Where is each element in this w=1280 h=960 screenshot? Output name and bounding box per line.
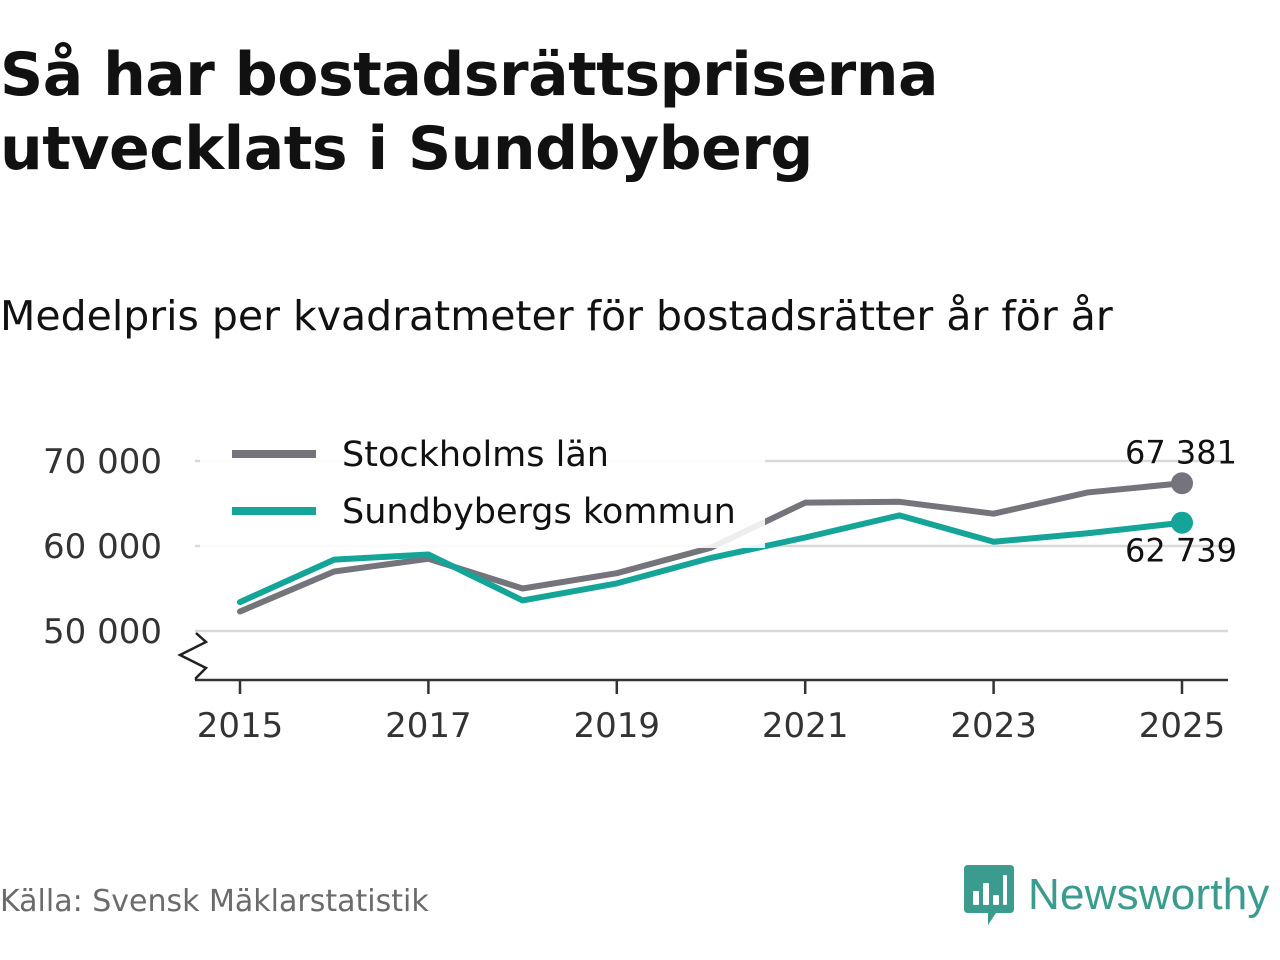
x-tick-label: 2021: [762, 706, 849, 746]
x-tick-label: 2025: [1139, 706, 1226, 746]
source-note: Källa: Svensk Mäklarstatistik: [0, 884, 429, 919]
x-tick-label: 2017: [385, 706, 472, 746]
x-tick-label: 2023: [950, 706, 1037, 746]
chart-subtitle: Medelpris per kvadratmeter för bostadsrä…: [0, 292, 1113, 340]
axis-break-icon: [177, 632, 209, 680]
series-end-point-0: [1171, 472, 1193, 495]
x-tick-label: 2015: [197, 706, 284, 746]
y-tick-label: 60 000: [43, 527, 162, 567]
line-chart: 50 000 60 000 70 000 2015 2017 2019 2021 2023 20…: [43, 428, 1237, 746]
legend-label-0: Stockholms län: [342, 435, 609, 475]
end-value-label-1: 62 739: [1125, 532, 1237, 570]
chart-title: Så har bostadsrättspriserna utvecklats i…: [0, 40, 938, 184]
newsworthy-bar-chart-icon: [964, 865, 1014, 925]
x-tick-label: 2019: [574, 706, 661, 746]
newsworthy-logo: Newsworthy: [964, 862, 1270, 928]
logo-text: Newsworthy: [1028, 870, 1270, 919]
y-tick-label: 50 000: [43, 612, 162, 652]
end-value-label-0: 67 381: [1125, 433, 1237, 471]
y-tick-label: 70 000: [43, 442, 162, 482]
series-line-1: [237, 512, 1185, 606]
legend-background: [200, 428, 765, 548]
series-end-point-1: [1171, 511, 1193, 534]
legend-label-1: Sundbybergs kommun: [342, 492, 736, 532]
